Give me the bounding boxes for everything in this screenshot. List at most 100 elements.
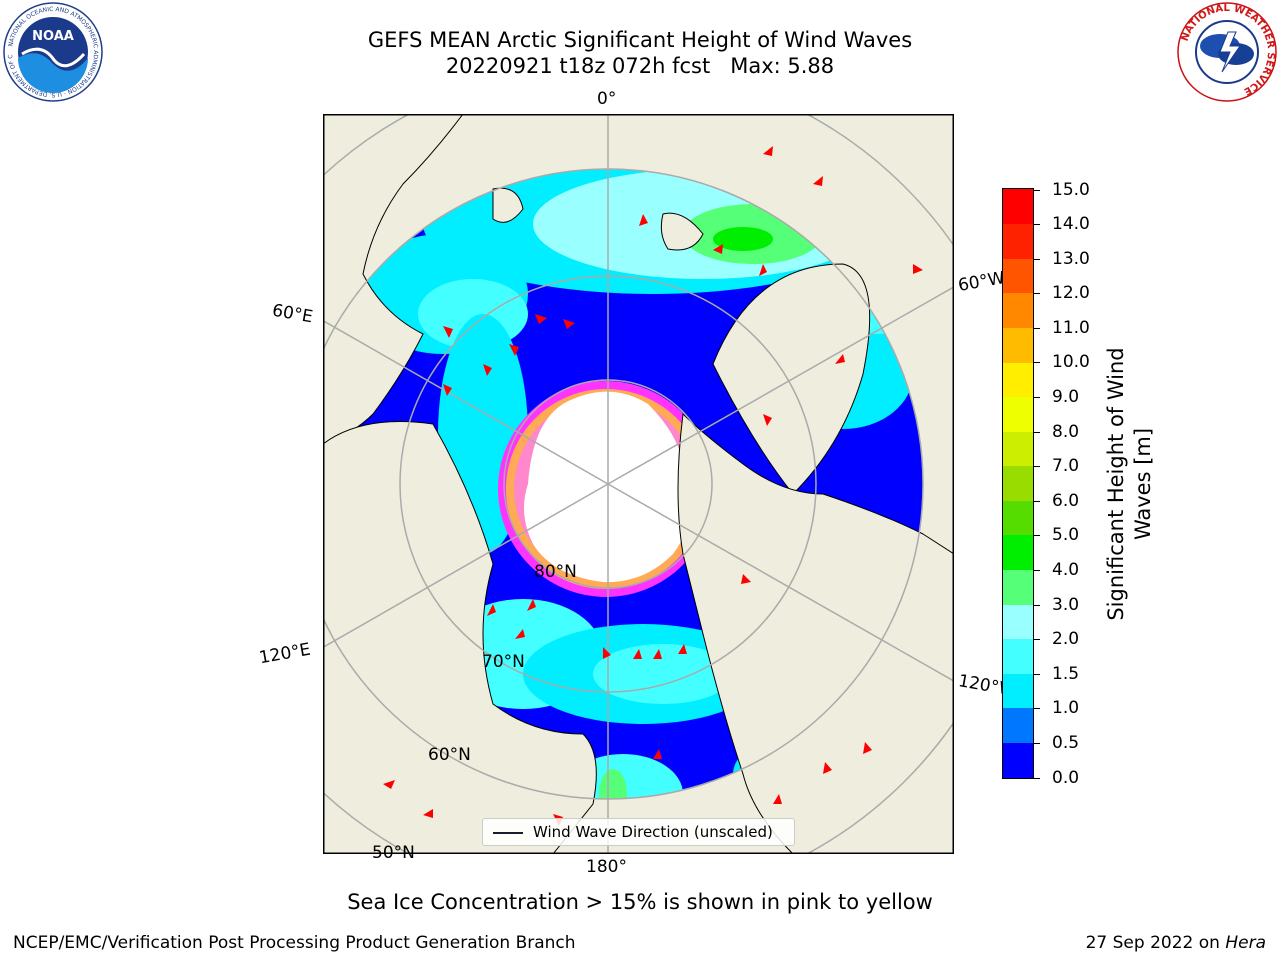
footer-host: Hera [1225, 933, 1266, 953]
wave-direction-arrow [653, 749, 662, 759]
colorbar-segment [1003, 604, 1033, 640]
colorbar-segment [1003, 465, 1033, 501]
map-canvas [323, 114, 954, 854]
meridian-label-0: 0° [597, 89, 617, 109]
nws-logo: NATIONAL WEATHER SERVICE [1176, 2, 1278, 102]
map-subtitle: 20220921 t18z 072h fcst Max: 5.88 [445, 54, 835, 78]
wave-direction-arrow [713, 244, 723, 254]
colorbar-segment [1003, 327, 1033, 363]
colorbar-tick-label: 0.0 [1052, 767, 1080, 788]
colorbar-tick [1034, 466, 1040, 468]
wave-patch [713, 227, 773, 251]
island-landmass [492, 187, 524, 223]
wave-direction-arrow [823, 762, 832, 774]
sea-ice-note: Sea Ice Concentration > 15% is shown in … [347, 890, 933, 914]
footer-date: 27 Sep 2022 on Hera [1086, 933, 1266, 953]
colorbar-tick-label: 13.0 [1052, 248, 1090, 269]
wave-direction-arrow [763, 146, 773, 156]
wave-direction-arrow [759, 264, 767, 276]
colorbar-tick [1034, 500, 1040, 502]
colorbar-title-line1: Significant Height of Wind [1104, 347, 1128, 621]
colorbar-tick [1034, 742, 1040, 744]
colorbar-tick [1034, 362, 1040, 364]
footer-date-text: 27 Sep 2022 on [1085, 933, 1226, 953]
wave-direction-arrow [913, 264, 923, 274]
wave-direction-arrow [863, 742, 872, 754]
noaa-logo-text: NOAA [32, 29, 74, 44]
wave-direction-arrow [563, 319, 575, 329]
eurasia-landmass [323, 421, 597, 854]
wave-direction-arrow [653, 649, 662, 659]
colorbar-tick-label: 2.0 [1052, 629, 1080, 650]
colorbar-tick-label: 12.0 [1052, 283, 1090, 304]
colorbar-tick-label: 9.0 [1052, 387, 1080, 408]
parallel-label-70n: 70°N [482, 652, 525, 672]
colorbar-tick [1034, 224, 1040, 226]
colorbar-tick-label: 0.5 [1052, 732, 1080, 753]
arctic-map: Wind Wave Direction (unscaled) [323, 114, 954, 854]
colorbar-segment [1003, 223, 1033, 259]
wave-direction-arrow [639, 214, 648, 226]
parallel-label-50n: 50°N [372, 843, 415, 863]
colorbar-tick-label: 5.0 [1052, 525, 1080, 546]
wave-patch [593, 644, 733, 704]
wave-direction-arrow [423, 809, 433, 818]
parallel-label-60n: 60°N [428, 745, 471, 765]
colorbar-tick [1034, 327, 1040, 329]
colorbar-segment [1003, 500, 1033, 536]
colorbar-tick-label: 6.0 [1052, 490, 1080, 511]
wave-direction-arrow [487, 604, 496, 616]
colorbar [1002, 188, 1034, 779]
colorbar-segment [1003, 673, 1033, 709]
colorbar-tick [1034, 777, 1040, 779]
colorbar-tick-label: 10.0 [1052, 352, 1090, 373]
colorbar-segment [1003, 707, 1033, 743]
meridian-label-180: 180° [586, 857, 627, 877]
svalbard-island [660, 212, 704, 251]
colorbar-segment [1003, 396, 1033, 432]
colorbar-segment [1003, 638, 1033, 674]
colorbar-tick-label: 3.0 [1052, 594, 1080, 615]
colorbar-tick-label: 8.0 [1052, 421, 1080, 442]
legend-label: Wind Wave Direction (unscaled) [533, 823, 773, 841]
scandinavia-landmass [323, 114, 464, 445]
wave-direction-arrow [603, 647, 611, 659]
wave-direction-arrow [443, 384, 452, 396]
colorbar-tick [1034, 708, 1040, 710]
parallel-label-80n: 80°N [534, 562, 577, 582]
meridian-60w [607, 286, 954, 485]
wave-direction-arrow [483, 364, 492, 376]
meridian-120w [607, 483, 954, 682]
colorbar-segment [1003, 534, 1033, 571]
meridian-label-60w: 60°W [956, 268, 1007, 296]
map-frame [323, 114, 954, 854]
legend-arrow-sample [493, 832, 523, 834]
wave-patch [599, 769, 627, 799]
wave-direction-arrow [515, 629, 525, 639]
wave-direction-arrow [678, 644, 687, 654]
north-america-landmass [677, 412, 954, 854]
colorbar-tick-label: 4.0 [1052, 559, 1080, 580]
wave-direction-arrow [813, 176, 823, 186]
colorbar-title: Significant Height of Wind Waves [m] [1103, 347, 1157, 620]
colorbar-tick [1034, 258, 1040, 260]
colorbar-title-line2: Waves [m] [1131, 427, 1155, 541]
colorbar-tick [1034, 604, 1040, 606]
wave-direction-arrow [535, 314, 547, 324]
colorbar-segment [1003, 431, 1033, 467]
map-legend: Wind Wave Direction (unscaled) [482, 818, 795, 846]
footer-branch: NCEP/EMC/Verification Post Processing Pr… [13, 933, 576, 953]
colorbar-tick [1034, 431, 1040, 433]
colorbar-tick-label: 11.0 [1052, 317, 1090, 338]
wind-wave-arrows [383, 146, 923, 826]
meridian-label-60e: 60°E [270, 300, 315, 328]
colorbar-segment [1003, 569, 1033, 605]
wave-direction-arrow [443, 326, 453, 338]
meridian-label-120e: 120°E [257, 639, 313, 669]
colorbar-segment [1003, 742, 1033, 778]
colorbar-tick [1034, 673, 1040, 675]
colorbar-segment [1003, 292, 1033, 328]
colorbar-segment [1003, 361, 1033, 398]
map-title: GEFS MEAN Arctic Significant Height of W… [367, 28, 913, 52]
wave-direction-arrow [763, 414, 772, 426]
